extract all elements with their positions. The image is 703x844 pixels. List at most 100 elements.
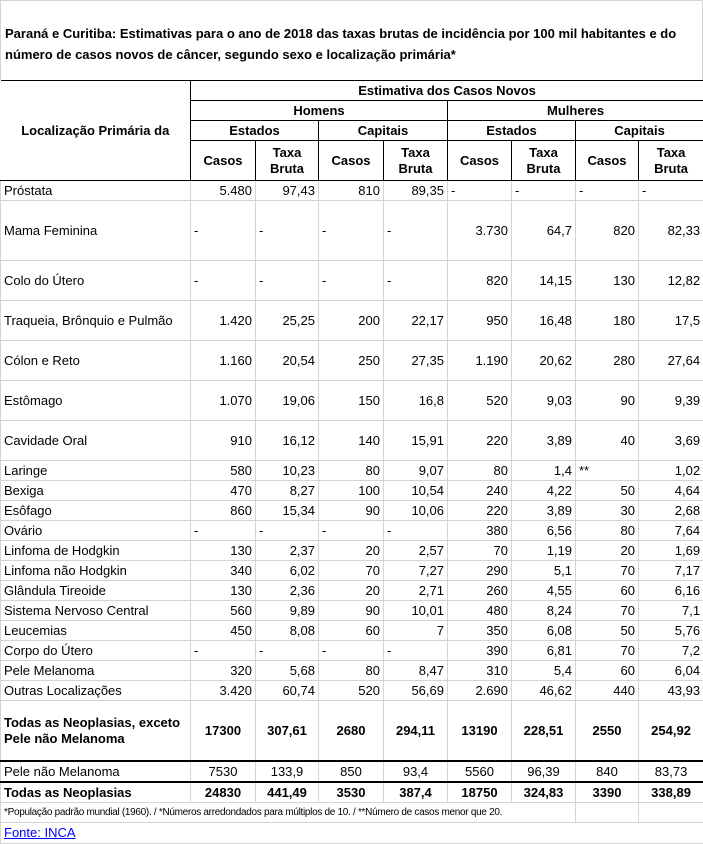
rate-header-line1: Taxa <box>273 145 302 160</box>
value-cell: 387,4 <box>384 782 448 803</box>
value-cell: 254,92 <box>639 701 703 762</box>
value-cell: 20,54 <box>256 341 319 381</box>
rate-header-line1: Taxa <box>657 145 686 160</box>
value-cell: 220 <box>448 501 512 521</box>
value-cell: 90 <box>319 501 384 521</box>
cancer-estimates-table: Localização Primária da Estimativa dos C… <box>0 80 703 844</box>
value-cell: 1,69 <box>639 541 703 561</box>
value-cell: 4,64 <box>639 481 703 501</box>
value-cell: 90 <box>576 381 639 421</box>
table-title-box: Paraná e Curitiba: Estimativas para o an… <box>0 0 703 80</box>
row-label: Bexiga <box>1 481 191 501</box>
rate-header-line1: Taxa <box>529 145 558 160</box>
value-cell: 20 <box>576 541 639 561</box>
value-cell: 470 <box>191 481 256 501</box>
men-states-header: Estados <box>191 121 319 141</box>
value-cell: 8,08 <box>256 621 319 641</box>
value-cell: 100 <box>319 481 384 501</box>
source-link[interactable]: Fonte: INCA <box>4 825 76 840</box>
value-cell: 14,15 <box>512 261 576 301</box>
value-cell: 3.420 <box>191 681 256 701</box>
value-cell: 9,07 <box>384 461 448 481</box>
row-label: Leucemias <box>1 621 191 641</box>
value-cell: 133,9 <box>256 761 319 782</box>
value-cell: 25,25 <box>256 301 319 341</box>
value-cell: - <box>256 201 319 261</box>
value-cell: - <box>256 261 319 301</box>
value-cell: 43,93 <box>639 681 703 701</box>
value-cell: 580 <box>191 461 256 481</box>
row-label: Corpo do Útero <box>1 641 191 661</box>
cases-header: Casos <box>448 141 512 181</box>
value-cell: 1.070 <box>191 381 256 421</box>
value-cell: 130 <box>191 541 256 561</box>
value-cell: 3.730 <box>448 201 512 261</box>
value-cell: - <box>319 641 384 661</box>
value-cell: 294,11 <box>384 701 448 762</box>
value-cell: 810 <box>319 181 384 201</box>
value-cell: 5,76 <box>639 621 703 641</box>
value-cell: 70 <box>448 541 512 561</box>
value-cell: 9,03 <box>512 381 576 421</box>
value-cell: 7,17 <box>639 561 703 581</box>
value-cell: 350 <box>448 621 512 641</box>
value-cell: 860 <box>191 501 256 521</box>
value-cell: 96,39 <box>512 761 576 782</box>
value-cell: 5,4 <box>512 661 576 681</box>
value-cell: 50 <box>576 621 639 641</box>
value-cell: 7,64 <box>639 521 703 541</box>
value-cell: 130 <box>191 581 256 601</box>
value-cell: - <box>512 181 576 201</box>
value-cell: 10,23 <box>256 461 319 481</box>
value-cell: 80 <box>319 661 384 681</box>
value-cell: 6,08 <box>512 621 576 641</box>
women-states-header: Estados <box>448 121 576 141</box>
value-cell: 5560 <box>448 761 512 782</box>
value-cell: 50 <box>576 481 639 501</box>
location-header: Localização Primária da <box>1 81 191 181</box>
value-cell: 200 <box>319 301 384 341</box>
value-cell: 380 <box>448 521 512 541</box>
value-cell: 1,4 <box>512 461 576 481</box>
value-cell: 340 <box>191 561 256 581</box>
value-cell: 520 <box>448 381 512 421</box>
value-cell: 180 <box>576 301 639 341</box>
value-cell: 840 <box>576 761 639 782</box>
value-cell: 93,4 <box>384 761 448 782</box>
value-cell: 27,35 <box>384 341 448 381</box>
empty-cell <box>639 803 703 823</box>
row-label: Mama Feminina <box>1 201 191 261</box>
value-cell: 97,43 <box>256 181 319 201</box>
value-cell: 4,55 <box>512 581 576 601</box>
value-cell: 19,06 <box>256 381 319 421</box>
value-cell: 7,2 <box>639 641 703 661</box>
value-cell: - <box>319 261 384 301</box>
value-cell: 16,12 <box>256 421 319 461</box>
value-cell: 17,5 <box>639 301 703 341</box>
value-cell: 9,89 <box>256 601 319 621</box>
value-cell: 6,16 <box>639 581 703 601</box>
value-cell: - <box>256 641 319 661</box>
value-cell: 480 <box>448 601 512 621</box>
row-label: Sistema Nervoso Central <box>1 601 191 621</box>
value-cell: 18750 <box>448 782 512 803</box>
value-cell: - <box>319 201 384 261</box>
row-label: Estômago <box>1 381 191 421</box>
value-cell: - <box>191 261 256 301</box>
value-cell: 450 <box>191 621 256 641</box>
row-label: Ovário <box>1 521 191 541</box>
value-cell: 6,56 <box>512 521 576 541</box>
value-cell: 6,81 <box>512 641 576 661</box>
value-cell: 441,49 <box>256 782 319 803</box>
value-cell: - <box>384 261 448 301</box>
value-cell: 80 <box>576 521 639 541</box>
value-cell: 1,19 <box>512 541 576 561</box>
